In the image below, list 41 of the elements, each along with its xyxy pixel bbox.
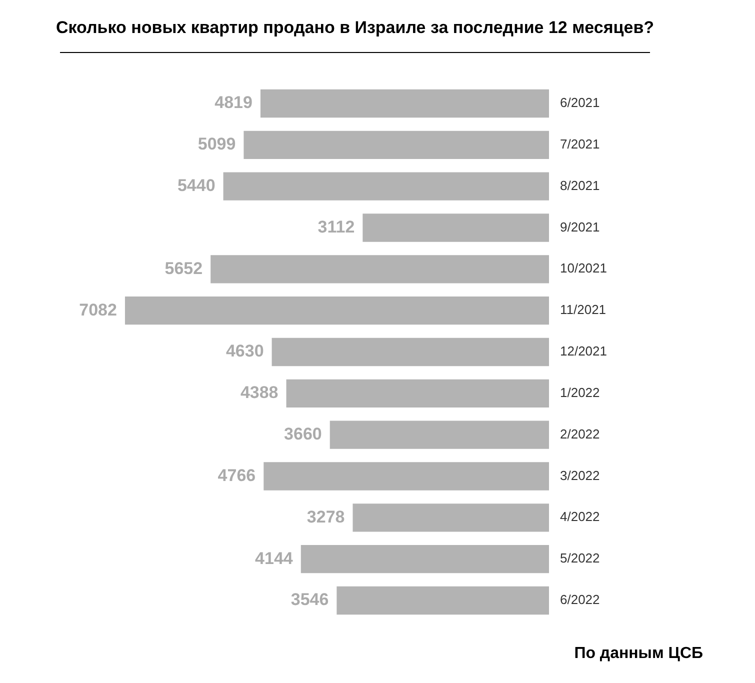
bar [330, 420, 550, 449]
y-tick-label: 6/2021 [560, 95, 600, 110]
y-tick-label: 2/2022 [560, 426, 600, 442]
data-label: 4819 [214, 93, 252, 112]
y-tick-label: 1/2022 [560, 384, 600, 400]
bar [300, 544, 550, 574]
data-label: 3546 [290, 590, 329, 610]
bar [336, 586, 550, 615]
text: По данным ЦСБ [574, 645, 703, 663]
data-label: 4766 [218, 466, 256, 485]
data-label: 4630 [226, 342, 264, 361]
data-label: 5099 [198, 134, 236, 154]
chart-title: Сколько новых квартир продано в Израиле за последние 12 месяцев? [54, 18, 656, 38]
y-tick-label: 6/2022 [560, 592, 600, 608]
data-label: 3660 [284, 424, 322, 444]
data-label: 7082 [79, 300, 117, 320]
data-label: 4144 [255, 548, 294, 568]
bar [362, 214, 550, 242]
data-label: 3278 [306, 507, 345, 526]
bar [286, 379, 550, 408]
y-tick-label: 5/2022 [560, 550, 600, 566]
bar [260, 89, 550, 118]
bar [124, 296, 550, 325]
data-label: 5652 [164, 258, 203, 278]
bar [210, 255, 550, 284]
y-tick-label: 7/2021 [560, 136, 600, 152]
y-tick-label: 9/2021 [560, 219, 600, 234]
data-label: 3112 [318, 217, 355, 236]
y-tick-label: 4/2022 [560, 509, 600, 524]
data-label: 4388 [240, 383, 278, 402]
bar [244, 130, 550, 160]
y-tick-label: 11/2021 [560, 302, 606, 318]
bar [223, 172, 550, 200]
bar [264, 462, 550, 490]
bar [272, 338, 550, 366]
y-tick-label: 10/2021 [560, 260, 608, 276]
y-tick-label: 12/2021 [560, 344, 608, 359]
bar [352, 504, 550, 532]
y-tick-label: 3/2022 [560, 468, 600, 483]
y-tick-label: 8/2021 [560, 178, 600, 193]
data-label: 5440 [177, 176, 216, 196]
